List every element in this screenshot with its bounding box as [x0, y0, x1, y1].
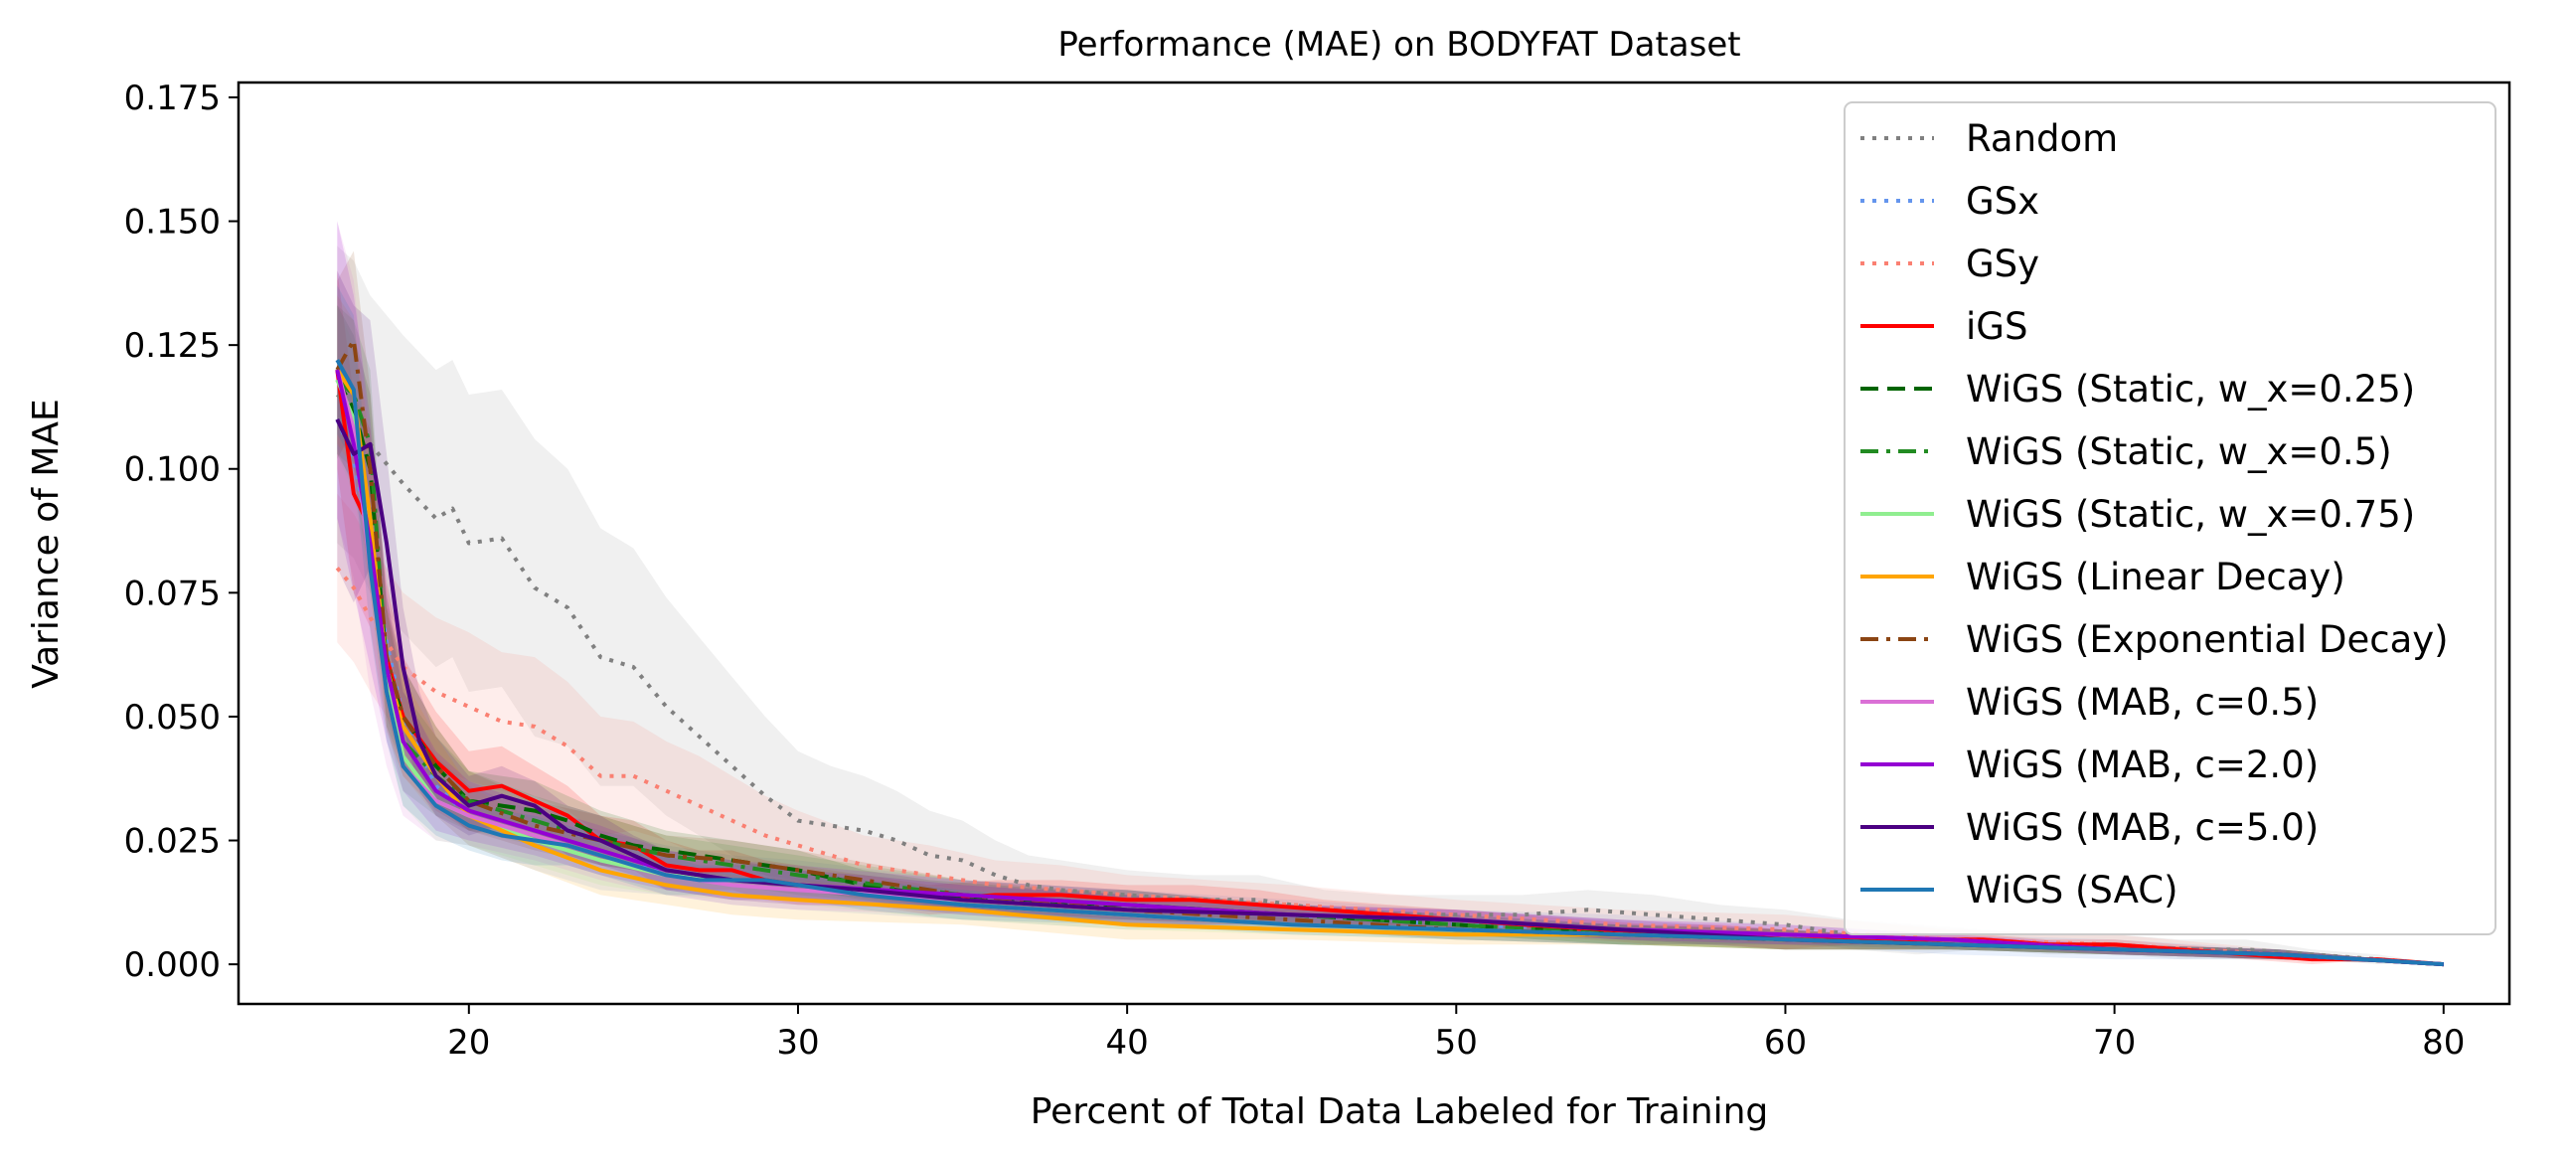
- legend-label-igs: iGS: [1966, 305, 2027, 348]
- legend-label-wigs-mab-c-0-5: WiGS (MAB, c=0.5): [1966, 681, 2319, 724]
- x-tick-label: 40: [1105, 1023, 1148, 1063]
- legend-label-wigs-exponential-decay: WiGS (Exponential Decay): [1966, 618, 2449, 661]
- series-line-wigs-sac: [335, 359, 2444, 967]
- y-tick-label: 0.075: [124, 574, 221, 613]
- legend-label-wigs-static-w-x-0-25: WiGS (Static, w_x=0.25): [1966, 368, 2415, 411]
- x-tick-label: 70: [2093, 1023, 2136, 1063]
- legend-label-wigs-mab-c-5-0: WiGS (MAB, c=5.0): [1966, 806, 2319, 849]
- chart-title: Performance (MAE) on BODYFAT Dataset: [1057, 25, 1740, 65]
- plot-frame: [237, 81, 2511, 1006]
- y-tick-label: 0.175: [124, 79, 221, 118]
- y-tick-label: 0.150: [124, 203, 221, 243]
- y-tick-label: 0.100: [124, 450, 221, 490]
- series-line-gsy: [335, 567, 2444, 967]
- legend: Random GSx GSy iGS WiGS (Static, w_x=0.25) Wi…: [1844, 101, 2496, 935]
- y-tick-label: 0.000: [124, 945, 221, 985]
- band-random: [337, 246, 2444, 965]
- x-tick-label: 20: [447, 1023, 490, 1063]
- x-tick-label: 50: [1435, 1023, 1478, 1063]
- x-axis-label: Percent of Total Data Labeled for Traini…: [1031, 1091, 1769, 1132]
- legend-label-gsx: GSx: [1966, 180, 2039, 223]
- legend-label-wigs-linear-decay: WiGS (Linear Decay): [1966, 556, 2345, 598]
- x-axis-ticks: 20 30 40 50 60 70 80: [447, 1004, 2465, 1063]
- y-tick-label: 0.050: [124, 698, 221, 738]
- legend-label-random: Random: [1966, 117, 2118, 160]
- series-line-wigs-static-w-x-0-5: [335, 378, 2444, 967]
- series-lines: [335, 338, 2444, 967]
- x-tick-label: 60: [1764, 1023, 1807, 1063]
- legend-box: [1844, 101, 2496, 935]
- y-axis-ticks: 0.000 0.025 0.050 0.075 0.100 0.125 0.150 0.175: [124, 79, 239, 985]
- confidence-bands: [337, 221, 2444, 965]
- y-tick-label: 0.125: [124, 326, 221, 366]
- y-tick-label: 0.025: [124, 822, 221, 862]
- legend-label-wigs-mab-c-2-0: WiGS (MAB, c=2.0): [1966, 744, 2319, 786]
- y-axis-label: Variance of MAE: [26, 399, 67, 689]
- legend-label-gsy: GSy: [1966, 243, 2039, 285]
- legend-label-wigs-static-w-x-0-5: WiGS (Static, w_x=0.5): [1966, 430, 2392, 473]
- band-gsy: [337, 493, 2444, 965]
- legend-label-wigs-static-w-x-0-75: WiGS (Static, w_x=0.75): [1966, 493, 2415, 536]
- x-tick-label: 80: [2422, 1023, 2465, 1063]
- legend-label-wigs-sac: WiGS (SAC): [1966, 869, 2178, 911]
- x-tick-label: 30: [776, 1023, 819, 1063]
